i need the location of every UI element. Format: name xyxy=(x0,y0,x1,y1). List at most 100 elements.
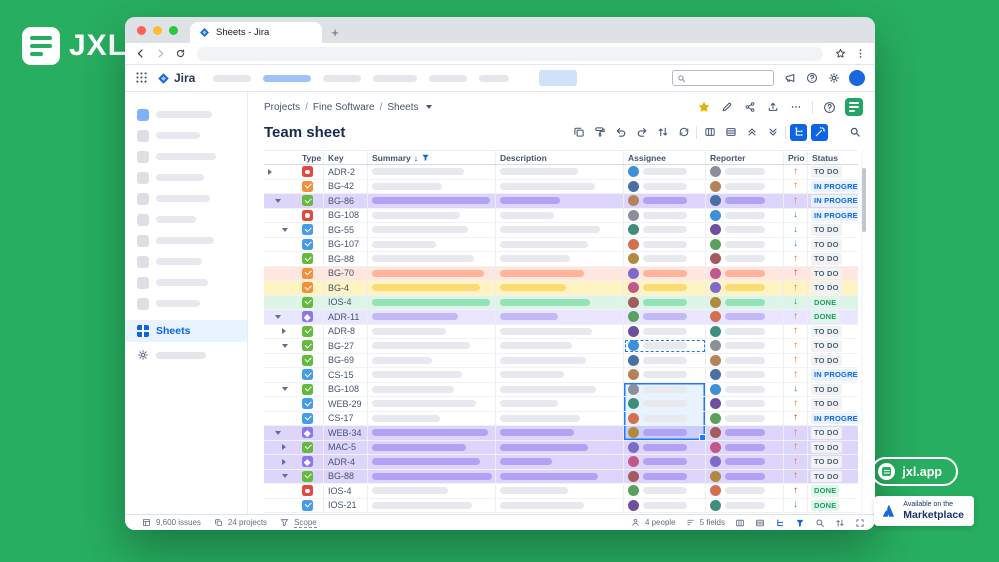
description-cell[interactable] xyxy=(496,252,624,266)
assignee-cell[interactable] xyxy=(624,179,706,193)
status-cell[interactable]: IN PROGRES xyxy=(808,368,858,382)
header-status[interactable]: Status xyxy=(812,152,838,163)
status-label[interactable]: TO DO xyxy=(811,166,842,178)
table-row[interactable]: ADR-4 ↑ TO DO xyxy=(264,455,858,470)
description-cell[interactable] xyxy=(496,411,624,425)
assignee-cell[interactable] xyxy=(624,382,706,396)
status-label[interactable]: DONE xyxy=(811,499,840,511)
assignee-cell[interactable] xyxy=(624,295,706,309)
table-row[interactable]: BG-108 ↓ TO DO xyxy=(264,382,858,397)
tree-cell[interactable] xyxy=(264,354,298,368)
key-cell[interactable]: ADR-2 xyxy=(324,165,368,179)
type-cell[interactable] xyxy=(298,208,324,222)
status-cell[interactable]: TO DO xyxy=(808,165,858,179)
issue-key[interactable]: WEB-34 xyxy=(328,427,362,438)
copy-icon[interactable] xyxy=(570,124,587,141)
summary-cell[interactable] xyxy=(368,455,496,469)
issue-key[interactable]: IOS-4 xyxy=(328,485,352,496)
issue-key[interactable]: ADR-11 xyxy=(328,311,360,322)
more-ellipsis-icon[interactable] xyxy=(789,100,803,114)
key-cell[interactable]: BG-88 xyxy=(324,469,368,483)
issue-key[interactable]: MAC-5 xyxy=(328,442,357,453)
priority-cell[interactable]: ↑ xyxy=(784,440,808,454)
key-cell[interactable]: BG-86 xyxy=(324,194,368,208)
issue-key[interactable]: BG-69 xyxy=(328,355,355,366)
description-cell[interactable] xyxy=(496,310,624,324)
status-cell[interactable]: TO DO xyxy=(808,426,858,440)
key-cell[interactable]: CS-15 xyxy=(324,368,368,382)
export-icon[interactable] xyxy=(766,100,780,114)
status-label[interactable]: TO DO xyxy=(811,282,842,294)
status-label[interactable]: TO DO xyxy=(811,253,842,265)
sidebar-item-skeleton[interactable] xyxy=(125,251,247,272)
type-cell[interactable] xyxy=(298,411,324,425)
tree-cell[interactable] xyxy=(264,165,298,179)
description-cell[interactable] xyxy=(496,397,624,411)
issue-key[interactable]: BG-27 xyxy=(328,340,355,351)
tree-cell[interactable] xyxy=(264,310,298,324)
type-cell[interactable] xyxy=(298,440,324,454)
tree-cell[interactable] xyxy=(264,238,298,252)
expand-chevron[interactable] xyxy=(282,474,288,479)
tree-cell[interactable] xyxy=(264,267,298,281)
assignee-cell[interactable] xyxy=(624,252,706,266)
reporter-cell[interactable] xyxy=(706,426,784,440)
status-cell[interactable]: IN PROGRES xyxy=(808,180,858,194)
summary-cell[interactable] xyxy=(368,194,496,208)
reporter-cell[interactable] xyxy=(706,179,784,193)
announcement-icon[interactable] xyxy=(783,72,796,85)
priority-cell[interactable]: ↑ xyxy=(784,397,808,411)
expand-chevron[interactable] xyxy=(282,227,288,232)
key-cell[interactable]: IOS-4 xyxy=(324,484,368,498)
status-label[interactable]: TO DO xyxy=(811,340,842,352)
status-label[interactable]: TO DO xyxy=(811,398,842,410)
summary-cell[interactable] xyxy=(368,208,496,222)
type-cell[interactable] xyxy=(298,426,324,440)
priority-cell[interactable]: ↓ xyxy=(784,382,808,396)
assignee-cell[interactable] xyxy=(624,353,706,367)
assignee-cell[interactable] xyxy=(624,426,706,440)
share-icon[interactable] xyxy=(743,100,757,114)
columns-icon[interactable] xyxy=(701,124,718,141)
table-row[interactable]: IOS-4 ↓ DONE xyxy=(264,295,858,310)
issue-key[interactable]: ADR-8 xyxy=(328,326,356,337)
minimize-window-button[interactable] xyxy=(153,25,162,35)
description-cell[interactable] xyxy=(496,426,624,440)
table-row[interactable]: BG-86 ↑ IN PROGRES xyxy=(264,194,858,209)
type-cell[interactable] xyxy=(298,165,324,179)
table-row[interactable]: MAC-5 ↑ TO DO xyxy=(264,440,858,455)
priority-cell[interactable]: ↓ xyxy=(784,223,808,237)
issue-key[interactable]: BG-55 xyxy=(328,224,355,235)
table-row[interactable]: BG-4 ↑ TO DO xyxy=(264,281,858,296)
expand-chevron[interactable] xyxy=(282,387,288,392)
summary-cell[interactable] xyxy=(368,237,496,251)
expand-chevron[interactable] xyxy=(268,168,272,175)
expand-chevron[interactable] xyxy=(282,458,286,465)
issue-key[interactable]: BG-42 xyxy=(328,181,355,192)
fullscreen-icon[interactable] xyxy=(854,517,865,528)
jxl-app-pill[interactable]: jxl.app xyxy=(871,457,958,486)
type-cell[interactable] xyxy=(298,179,324,193)
key-cell[interactable]: MAC-5 xyxy=(324,440,368,454)
status-label[interactable]: IN PROGRES xyxy=(811,180,858,192)
expand-all-icon[interactable] xyxy=(764,124,781,141)
nav-item-skeleton[interactable] xyxy=(429,74,468,82)
table-row[interactable]: BG-27 ↑ TO DO xyxy=(264,339,858,354)
nav-item-skeleton[interactable] xyxy=(373,74,418,82)
issue-key[interactable]: ADR-4 xyxy=(328,456,356,467)
type-cell[interactable] xyxy=(298,484,324,498)
table-row[interactable]: ADR-2 ↑ TO DO xyxy=(264,165,858,180)
type-cell[interactable] xyxy=(298,281,324,295)
priority-cell[interactable]: ↓ xyxy=(784,295,808,309)
nav-item-skeleton[interactable] xyxy=(479,74,510,82)
summary-cell[interactable] xyxy=(368,165,496,179)
breadcrumb-sheets[interactable]: Sheets xyxy=(387,101,419,113)
key-cell[interactable]: WEB-29 xyxy=(324,397,368,411)
summary-cell[interactable] xyxy=(368,281,496,295)
assignee-cell[interactable] xyxy=(624,281,706,295)
description-cell[interactable] xyxy=(496,194,624,208)
sidebar-item-skeleton[interactable] xyxy=(125,293,247,314)
reporter-cell[interactable] xyxy=(706,339,784,353)
type-cell[interactable] xyxy=(298,223,324,237)
reload-icon[interactable] xyxy=(173,47,187,61)
